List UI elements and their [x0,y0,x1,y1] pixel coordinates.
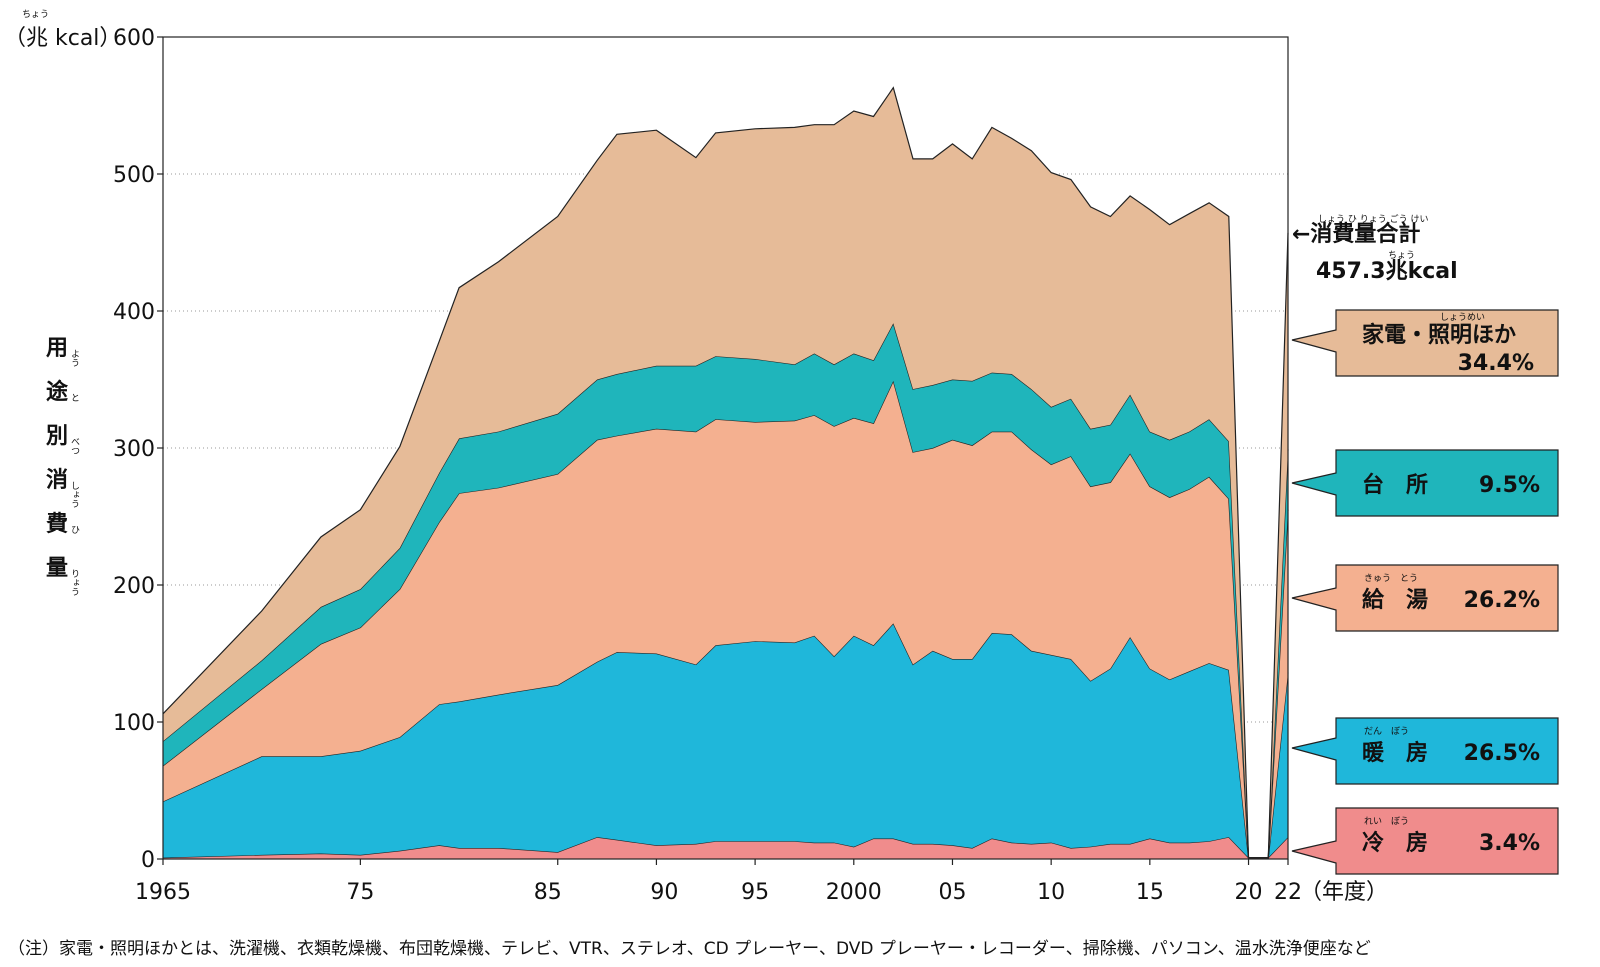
legend-label: 台 所 [1362,472,1428,498]
y-tick-label: 0 [141,848,155,873]
legend-box [1291,309,1559,377]
x-tick-label: 20 [1235,880,1263,905]
legend-box [1291,449,1559,517]
y-tick-label: 300 [113,437,155,462]
y-axis-label-ruby: しょう [69,481,79,508]
y-tick-label: 500 [113,163,155,188]
legend-ruby: れい ぼう [1364,816,1409,827]
y-axis-label-char: 費 [46,512,68,537]
y-tick-label: 100 [113,711,155,736]
area-5 [163,87,1288,858]
total-ruby: しょう ひ りょう ごう けい [1318,213,1428,225]
x-tick-label: 1965 [135,880,191,905]
total-value: 457.3兆kcal [1316,259,1458,284]
legend-label: 家電・照明ほか [1362,322,1516,348]
x-tick-label: 75 [346,880,374,905]
x-tick-label: 95 [741,880,769,905]
y-tick-label: 200 [113,574,155,599]
x-tick-label: 2000 [826,880,882,905]
footnote: （注）家電・照明ほかとは、洗濯機、衣類乾燥機、布団乾燥機、テレビ、VTR、ステレ… [8,939,1371,959]
total-label: ←消費量合計 [1292,221,1420,247]
x-tick-label: 90 [650,880,678,905]
area-1 [163,837,1288,859]
x-tick-label: 85 [534,880,562,905]
legend-box [1291,564,1559,632]
legend-pct: 34.4% [1458,351,1534,376]
area-2 [163,623,1288,858]
y-axis-label-ruby: りょう [69,569,79,596]
y-unit-label: （兆 kcal） [4,26,121,51]
legend-label: 冷 房 [1362,830,1428,856]
y-axis-label-char: 別 [46,424,68,449]
area-4 [163,323,1288,858]
legend-ruby: きゅう とう [1364,573,1418,584]
legend-pct: 26.2% [1464,588,1540,613]
legend-pct: 26.5% [1464,741,1540,766]
legend-box [1291,717,1559,785]
y-axis-label-ruby: と [69,393,79,402]
legend-label: 暖 房 [1362,740,1428,766]
y-tick-label: 600 [113,26,155,51]
y-axis-label-char: 用 [46,336,68,361]
y-tick-label: 400 [113,300,155,325]
x-tick-label: 22 [1274,880,1302,905]
y-axis-label-ruby: べつ [69,437,80,455]
y-axis-label-char: 途 [46,379,69,405]
total-value-ruby: ちょう [1388,250,1415,261]
y-unit-ruby: ちょう [22,9,49,20]
series-line-5 [162,86,1289,859]
legend-pct: 9.5% [1479,473,1540,498]
x-tick-label: 05 [938,880,966,905]
x-tick-label: 10 [1037,880,1065,905]
y-axis-label-char: 消 [46,468,68,493]
legend-label: 給 湯 [1362,587,1428,613]
y-axis-label-ruby: よう [69,349,79,367]
area-3 [163,380,1288,858]
x-unit-label: （年度） [1300,880,1388,905]
y-axis-label-ruby: ひ [69,525,79,534]
legend-ruby: しょうめい [1440,312,1485,323]
legend-ruby: だん ぼう [1364,726,1409,737]
x-tick-label: 15 [1136,880,1164,905]
y-axis-label-char: 量 [46,556,68,581]
legend-box [1291,807,1559,875]
legend-pct: 3.4% [1479,831,1540,856]
